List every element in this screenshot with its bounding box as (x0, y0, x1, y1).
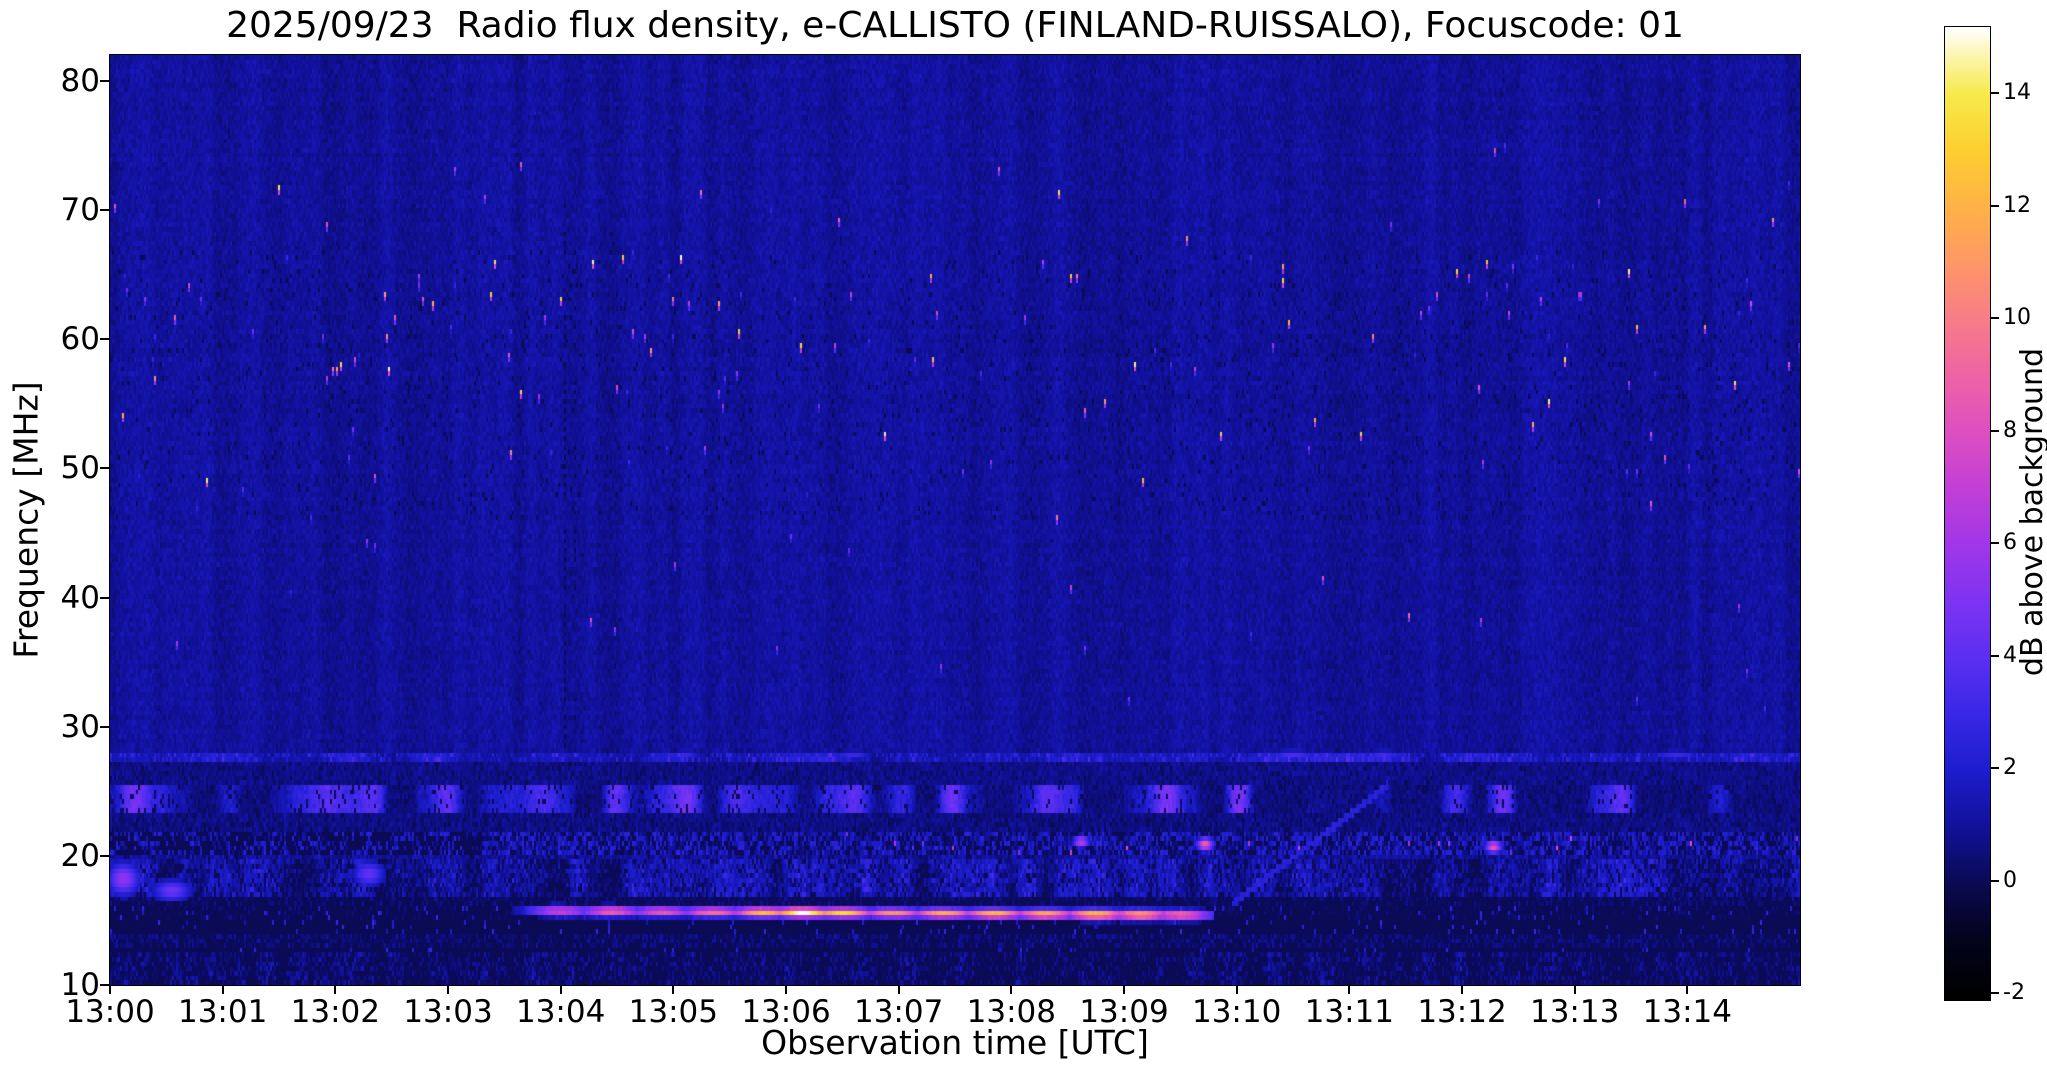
x-tick-label: 13:08 (966, 994, 1056, 1030)
x-tick-label: 13:09 (1079, 994, 1169, 1030)
colorbar-tick-label: 6 (2003, 530, 2017, 556)
y-tick-mark (100, 596, 110, 599)
x-tick-mark (447, 985, 449, 994)
y-tick-mark (100, 854, 110, 857)
x-tick-mark (785, 985, 787, 994)
colorbar (1944, 26, 1991, 1001)
colorbar-tick-label: 12 (2003, 192, 2031, 218)
x-tick-label: 13:04 (515, 994, 606, 1030)
x-tick-label: 13:01 (177, 994, 268, 1030)
x-tick-label: 13:03 (403, 994, 493, 1030)
colorbar-tick-mark (1991, 542, 1999, 545)
x-tick-label: 13:07 (853, 994, 944, 1030)
x-tick-mark (1235, 985, 1238, 994)
x-axis-label: Observation time [UTC] (761, 1023, 1149, 1062)
x-tick-mark (672, 985, 675, 994)
x-tick-mark (1686, 985, 1689, 994)
colorbar-tick-label: 2 (2003, 755, 2017, 781)
y-tick-label: 50 (60, 450, 100, 487)
x-tick-label: 13:12 (1417, 994, 1507, 1030)
x-tick-label: 13:11 (1304, 994, 1394, 1030)
y-tick-label: 60 (60, 321, 100, 358)
chart-title: 2025/09/23 Radio flux density, e-CALLIST… (226, 5, 1684, 46)
colorbar-gradient (1945, 27, 1990, 1000)
x-tick-mark (1123, 985, 1125, 994)
colorbar-tick-mark (1991, 767, 1999, 770)
y-tick-label: 30 (60, 708, 100, 745)
colorbar-tick-mark (1991, 654, 1999, 657)
y-tick-mark (100, 467, 110, 470)
colorbar-tick-mark (1991, 429, 1999, 432)
colorbar-tick-label: 0 (2003, 867, 2017, 893)
y-tick-mark (100, 725, 110, 728)
x-tick-label: 13:13 (1529, 994, 1620, 1030)
y-tick-label: 20 (60, 837, 100, 874)
colorbar-label: dB above background (2015, 347, 2047, 677)
spectrogram-canvas (110, 55, 1800, 985)
y-tick-label: 80 (60, 62, 100, 99)
colorbar-tick-label: 4 (2003, 642, 2017, 668)
x-tick-mark (1348, 985, 1351, 994)
colorbar-tick-mark (1991, 92, 1999, 95)
y-tick-mark (100, 209, 110, 211)
colorbar-tick-label: -2 (2003, 980, 2025, 1006)
colorbar-tick-label: 14 (2003, 80, 2031, 106)
x-tick-label: 13:14 (1642, 994, 1732, 1030)
x-tick-label: 13:06 (741, 994, 831, 1030)
x-tick-mark (897, 985, 900, 994)
y-axis-label: Frequency [MHz] (6, 381, 46, 659)
y-tick-label: 10 (60, 967, 100, 1003)
y-tick-mark (100, 79, 110, 82)
x-tick-mark (1461, 985, 1463, 994)
x-tick-label: 13:10 (1191, 994, 1282, 1030)
x-tick-mark (1573, 985, 1576, 994)
x-tick-label: 13:05 (628, 994, 718, 1030)
y-tick-label: 70 (60, 192, 100, 228)
colorbar-tick-label: 10 (2003, 305, 2031, 331)
x-tick-label: 13:02 (290, 994, 380, 1030)
y-tick-label: 40 (60, 579, 100, 616)
colorbar-tick-label: 8 (2003, 417, 2017, 443)
colorbar-tick-mark (1991, 879, 1999, 882)
x-tick-mark (559, 985, 562, 994)
x-tick-mark (1010, 985, 1013, 994)
colorbar-tick-mark (1991, 204, 1999, 207)
x-tick-mark (221, 985, 224, 994)
x-tick-mark (334, 985, 337, 994)
y-tick-mark (100, 984, 110, 986)
x-tick-mark (109, 985, 111, 994)
colorbar-tick-mark (1991, 992, 1999, 995)
colorbar-tick-mark (1991, 317, 1999, 320)
y-tick-mark (100, 338, 110, 341)
x-tick-label: 13:00 (65, 994, 155, 1030)
